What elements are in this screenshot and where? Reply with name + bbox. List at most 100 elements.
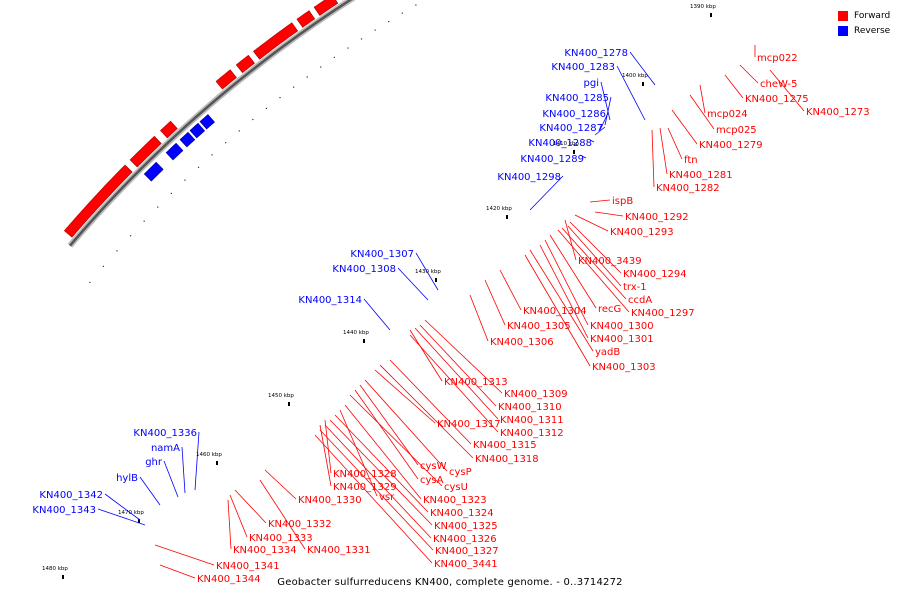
- leader-line: [544, 239, 589, 326]
- forward-swatch: [838, 10, 848, 21]
- genome-caption: Geobacter sulfurreducens KN400, complete…: [277, 577, 623, 588]
- leader-line: [415, 252, 439, 291]
- forward-gene-label: KN400_1310: [498, 402, 562, 413]
- forward-gene-label: KN400_1311: [500, 415, 564, 426]
- forward-gene-label: KN400_1323: [423, 495, 487, 506]
- tick-label: 1400 kbp: [622, 73, 648, 79]
- forward-gene-label: KN400_1305: [507, 321, 571, 332]
- reverse-gene: [165, 142, 184, 161]
- minor-tick: [279, 97, 281, 99]
- minor-tick: [374, 29, 376, 31]
- leader-line: [159, 564, 196, 579]
- tick-mark: [506, 215, 508, 219]
- leader-line: [419, 324, 497, 407]
- minor-tick: [238, 130, 240, 132]
- leader-line: [659, 127, 668, 175]
- leader-line: [484, 279, 506, 326]
- leader-line: [339, 409, 378, 497]
- leader-line: [324, 424, 432, 539]
- leader-line: [414, 327, 499, 420]
- reverse-gene-label: namA: [151, 443, 180, 454]
- minor-tick: [170, 192, 172, 195]
- reverse-gene-label: KN400_1314: [298, 295, 362, 306]
- reverse-gene-label: KN400_1343: [32, 505, 96, 516]
- leader-line: [424, 319, 503, 394]
- minor-tick: [102, 265, 105, 267]
- forward-gene-label: KN400_1273: [806, 107, 870, 118]
- leader-line: [564, 219, 577, 261]
- minor-tick: [293, 86, 295, 88]
- forward-gene-label: KN400_1303: [592, 362, 656, 373]
- reverse-gene-label: KN400_1342: [39, 490, 103, 501]
- leader-line: [324, 419, 332, 474]
- forward-gene: [160, 120, 178, 139]
- forward-gene-label: KN400_1334: [233, 545, 297, 556]
- tick-mark: [62, 575, 64, 579]
- forward-gene-label: ccdA: [628, 295, 652, 306]
- tick-mark: [573, 150, 575, 154]
- leader-line: [667, 127, 683, 160]
- minor-tick: [415, 4, 417, 6]
- tick-label: 1480 kbp: [42, 566, 68, 572]
- tick-label: 1450 kbp: [268, 393, 294, 399]
- legend-forward-label: Forward: [854, 10, 891, 21]
- forward-gene-label: KN400_1330: [298, 495, 362, 506]
- leader-line: [529, 175, 564, 211]
- forward-gene-label: KN400_1279: [699, 140, 763, 151]
- forward-gene-label: KN400_1275: [745, 94, 809, 105]
- leader-line: [594, 211, 624, 217]
- forward-gene-label: cheW-5: [760, 79, 797, 90]
- leader-line: [334, 414, 429, 513]
- forward-gene-label: KN400_1301: [590, 334, 654, 345]
- leader-line: [364, 379, 448, 472]
- forward-gene: [215, 69, 237, 90]
- forward-gene-label: KN400_1341: [216, 561, 280, 572]
- forward-gene-label: cysW: [420, 461, 447, 472]
- leader-line: [354, 389, 419, 480]
- forward-gene-label: cysA: [420, 475, 444, 486]
- legend-forward[interactable]: Forward: [838, 8, 898, 23]
- tick-label: 1410 kbp: [553, 141, 579, 147]
- tick-mark: [710, 13, 712, 17]
- tick-mark: [288, 402, 290, 406]
- forward-gene: [253, 22, 299, 60]
- forward-gene-label: yadB: [595, 347, 620, 358]
- forward-gene-label: cysU: [444, 482, 468, 493]
- forward-gene-label: KN400_1300: [590, 321, 654, 332]
- leader-line: [579, 154, 587, 159]
- reverse-gene-label: ghr: [145, 457, 163, 468]
- forward-gene: [296, 10, 316, 28]
- forward-gene-label: KN400_1317: [437, 419, 501, 430]
- leader-line: [616, 65, 646, 121]
- leader-line: [769, 69, 805, 112]
- leader-line: [264, 469, 297, 500]
- leader-line: [529, 249, 594, 352]
- minor-tick: [360, 38, 363, 40]
- leader-line: [397, 267, 429, 301]
- minor-tick: [401, 12, 403, 14]
- leader-line: [319, 424, 332, 487]
- leader-line: [671, 109, 698, 145]
- leader-line: [739, 64, 759, 84]
- minor-tick: [197, 166, 200, 168]
- legend-reverse[interactable]: Reverse: [838, 23, 898, 38]
- minor-tick: [143, 220, 145, 222]
- leader-line: [629, 51, 656, 86]
- leader-line: [499, 269, 522, 311]
- leader-line: [689, 94, 715, 130]
- reverse-gene: [143, 161, 164, 182]
- tick-label: 1460 kbp: [196, 452, 222, 458]
- reverse-gene-label: KN400_1278: [564, 48, 628, 59]
- reverse-gene-label: KN400_1283: [551, 62, 615, 73]
- leader-line: [539, 244, 589, 339]
- reverse-gene-label: KN400_1286: [542, 109, 606, 120]
- leader-line: [259, 479, 306, 550]
- reverse-gene-label: KN400_1289: [520, 154, 584, 165]
- forward-gene-label: mcp024: [707, 109, 748, 120]
- leader-line: [600, 81, 611, 121]
- forward-gene-label: KN400_1293: [610, 227, 674, 238]
- forward-gene-label: KN400_1312: [500, 428, 564, 439]
- reverse-gene-label: pgi: [584, 78, 599, 89]
- leader-line: [594, 126, 606, 136]
- leader-line: [549, 234, 597, 309]
